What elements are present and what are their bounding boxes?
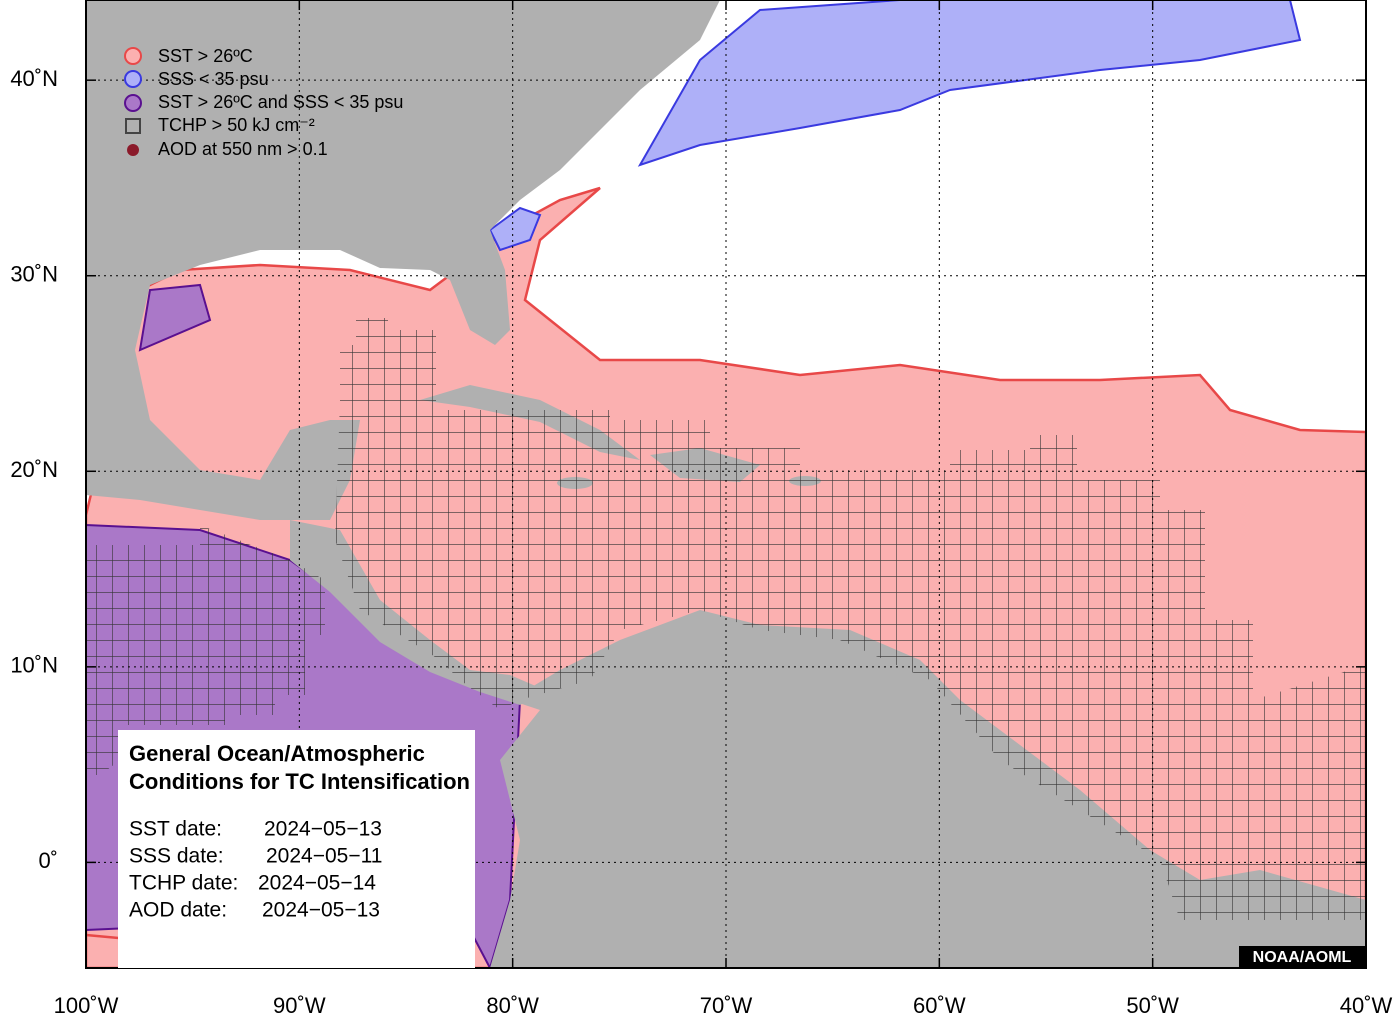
- info-background: [118, 730, 475, 968]
- x-tick-label: 70˚W: [700, 993, 753, 1018]
- legend-label: SSS < 35 psu: [158, 69, 269, 89]
- legend-label: TCHP > 50 kJ cm⁻²: [158, 115, 315, 135]
- date-value: 2024−05−14: [258, 872, 376, 895]
- axis-ticks: 100˚W 90˚W 80˚W 70˚W 60˚W 50˚W 40˚W 0˚ 10˚N 20˚N 3…: [10, 0, 1393, 1018]
- sss-region: [637, 0, 1302, 167]
- info-box: General Ocean/Atmospheric Conditions for…: [118, 730, 475, 968]
- sss-region: [488, 206, 542, 252]
- y-tick-label: 40˚N: [10, 66, 58, 91]
- legend: SST > 26ºC SSS < 35 psu SST > 26ºC and S…: [124, 46, 403, 159]
- tchp-region: [86, 525, 325, 775]
- legend-marker: [124, 47, 142, 65]
- date-value: 2024−05−11: [266, 845, 382, 868]
- info-title: General Ocean/Atmospheric: [129, 741, 425, 766]
- legend-marker: [124, 70, 142, 88]
- y-tick-label: 10˚N: [10, 653, 58, 678]
- x-tick-label: 40˚W: [1340, 993, 1393, 1018]
- credit-background: [1239, 946, 1366, 968]
- legend-marker: [127, 144, 139, 156]
- x-tick-label: 50˚W: [1126, 993, 1179, 1018]
- date-value: 2024−05−13: [264, 818, 382, 841]
- land: [86, 0, 720, 520]
- tchp-region: [335, 318, 1366, 920]
- y-tick-label: 20˚N: [10, 457, 58, 482]
- credit: NOAA/AOML: [1253, 949, 1352, 966]
- y-tick-label: 30˚N: [10, 262, 58, 287]
- date-label: SSS date:: [129, 845, 224, 868]
- date-label: TCHP date:: [129, 872, 238, 895]
- combined-region: [138, 283, 212, 352]
- legend-label: SST > 26ºC and SSS < 35 psu: [158, 92, 403, 112]
- y-tick-label: 0˚: [38, 848, 58, 873]
- date-label: AOD date:: [129, 899, 227, 922]
- legend-label: AOD at 550 nm > 0.1: [158, 139, 328, 159]
- legend-label: SST > 26ºC: [158, 46, 253, 66]
- date-label: SST date:: [129, 818, 222, 841]
- x-tick-label: 90˚W: [273, 993, 326, 1018]
- date-value: 2024−05−13: [262, 899, 380, 922]
- x-tick-label: 60˚W: [913, 993, 966, 1018]
- legend-marker: [125, 118, 141, 134]
- legend-marker: [124, 94, 142, 112]
- land: [490, 610, 1366, 968]
- x-tick-label: 80˚W: [486, 993, 539, 1018]
- x-tick-label: 100˚W: [54, 993, 119, 1018]
- info-title: Conditions for TC Intensification: [129, 769, 470, 794]
